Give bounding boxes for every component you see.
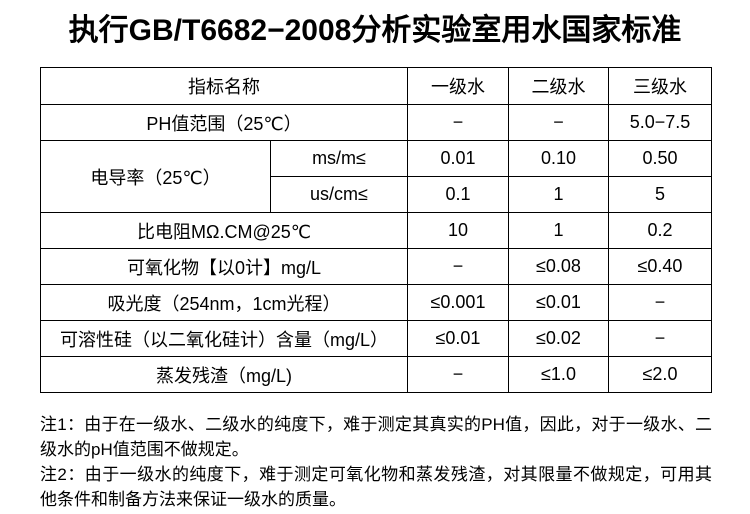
footnote-2: 注2：由于一级水的纯度下，难于测定可氧化物和蒸发残渣，对其限量不做规定，可用其他… — [40, 465, 712, 509]
conductivity-unit-uscm: us/cm≤ — [270, 176, 408, 213]
row-resistivity: 比电阻MΩ.CM@25℃ 10 1 0.2 — [40, 212, 712, 249]
row-evaporation-residue: 蒸发残渣（mg/L) − ≤1.0 ≤2.0 — [40, 356, 712, 393]
row-conductivity-msm: 电导率（25℃） ms/m≤ 0.01 0.10 0.50 — [40, 140, 712, 213]
ph-grade2-value: − — [508, 104, 609, 141]
header-indicator-name: 指标名称 — [40, 67, 408, 105]
evaporation-residue-grade1-value: − — [407, 356, 509, 393]
conductivity-msm-grade1-value: 0.01 — [407, 140, 509, 177]
oxidizable-label: 可氧化物【以0计】mg/L — [40, 248, 408, 285]
conductivity-label: 电导率（25℃） — [40, 140, 271, 213]
footnotes: 注1：由于在一级水、二级水的纯度下，难于测定其真实的PH值，因此，对于一级水、二… — [40, 412, 712, 512]
ph-grade3-value: 5.0−7.5 — [608, 104, 712, 141]
resistivity-grade2-value: 1 — [508, 212, 609, 249]
row-ph-range: PH值范围（25℃） − − 5.0−7.5 — [40, 104, 712, 141]
conductivity-uscm-grade1-value: 0.1 — [407, 176, 509, 213]
table-header-row: 指标名称 一级水 二级水 三级水 — [40, 67, 712, 105]
soluble-silica-grade2-value: ≤0.02 — [508, 320, 609, 357]
absorbance-grade3-value: − — [608, 284, 712, 321]
water-standard-spec-table: 指标名称 一级水 二级水 三级水 PH值范围（25℃） − − 5.0−7.5 … — [40, 67, 712, 393]
conductivity-uscm-grade3-value: 5 — [608, 176, 712, 213]
evaporation-residue-label: 蒸发残渣（mg/L) — [40, 356, 408, 393]
soluble-silica-grade1-value: ≤0.01 — [407, 320, 509, 357]
evaporation-residue-grade3-value: ≤2.0 — [608, 356, 712, 393]
page-title: 执行GB/T6682−2008分析实验室用水国家标准 — [68, 14, 682, 47]
oxidizable-grade2-value: ≤0.08 — [508, 248, 609, 285]
header-grade2-water: 二级水 — [508, 67, 609, 105]
oxidizable-grade3-value: ≤0.40 — [608, 248, 712, 285]
conductivity-msm-grade2-value: 0.10 — [508, 140, 609, 177]
resistivity-grade1-value: 10 — [407, 212, 509, 249]
header-grade3-water: 三级水 — [608, 67, 712, 105]
oxidizable-grade1-value: − — [407, 248, 509, 285]
absorbance-grade2-value: ≤0.01 — [508, 284, 609, 321]
soluble-silica-label: 可溶性硅（以二氧化硅计）含量（mg/L） — [40, 320, 408, 357]
soluble-silica-grade3-value: − — [608, 320, 712, 357]
resistivity-grade3-value: 0.2 — [608, 212, 712, 249]
conductivity-msm-grade3-value: 0.50 — [608, 140, 712, 177]
conductivity-unit-msm: ms/m≤ — [270, 140, 408, 177]
absorbance-label: 吸光度（254nm，1cm光程） — [40, 284, 408, 321]
resistivity-label: 比电阻MΩ.CM@25℃ — [40, 212, 408, 249]
footnote-1: 注1：由于在一级水、二级水的纯度下，难于测定其真实的PH值，因此，对于一级水、二… — [40, 415, 712, 459]
row-soluble-silica: 可溶性硅（以二氧化硅计）含量（mg/L） ≤0.01 ≤0.02 − — [40, 320, 712, 357]
ph-range-label: PH值范围（25℃） — [40, 104, 408, 141]
row-absorbance: 吸光度（254nm，1cm光程） ≤0.001 ≤0.01 − — [40, 284, 712, 321]
ph-grade1-value: − — [407, 104, 509, 141]
conductivity-uscm-grade2-value: 1 — [508, 176, 609, 213]
row-oxidizable: 可氧化物【以0计】mg/L − ≤0.08 ≤0.40 — [40, 248, 712, 285]
absorbance-grade1-value: ≤0.001 — [407, 284, 509, 321]
evaporation-residue-grade2-value: ≤1.0 — [508, 356, 609, 393]
header-grade1-water: 一级水 — [407, 67, 509, 105]
